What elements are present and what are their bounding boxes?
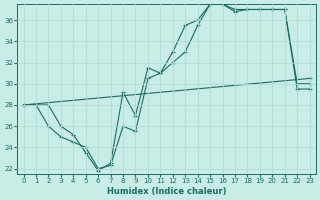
X-axis label: Humidex (Indice chaleur): Humidex (Indice chaleur) — [107, 187, 226, 196]
